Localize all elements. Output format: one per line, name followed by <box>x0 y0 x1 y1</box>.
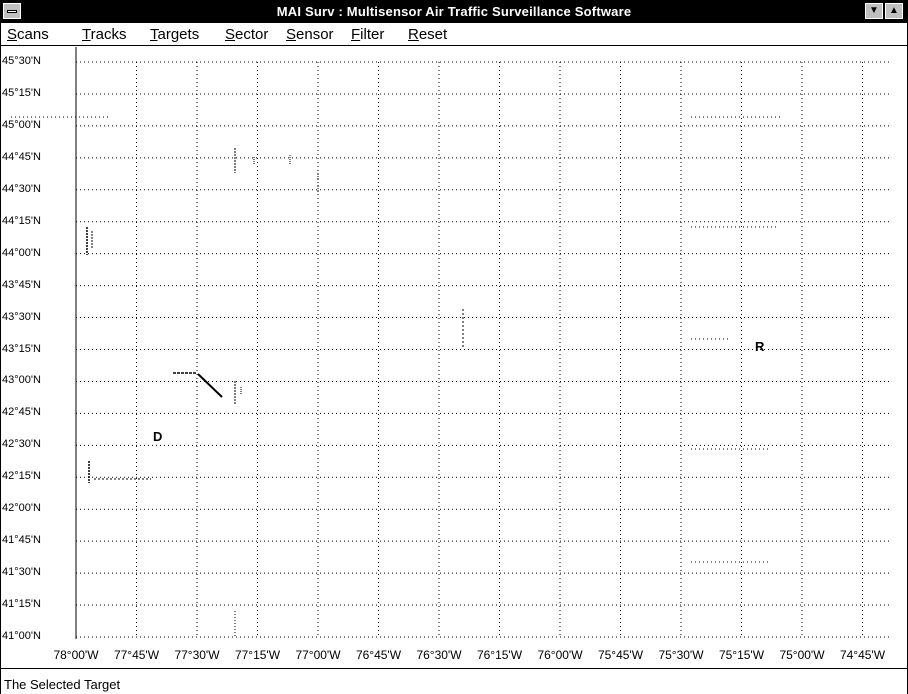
surveillance-map[interactable]: 45°30'N 45°15'N 45°00'N 44°45'N 44°30'N 44°15… <box>1 47 907 667</box>
lon-tick-label: 75°45'W <box>597 648 644 662</box>
system-menu-icon[interactable] <box>3 3 21 19</box>
lat-tick-label: 42°15'N <box>2 470 42 483</box>
menu-reset[interactable]: Reset <box>408 26 448 43</box>
maximize-icon: ▲ <box>889 5 899 16</box>
lat-tick-label: 44°45'N <box>2 150 42 163</box>
status-text: The Selected Target <box>4 677 121 692</box>
lon-tick-label: 75°00'W <box>779 648 825 662</box>
lat-tick-label: 43°45'N <box>2 278 42 291</box>
menu-sensor[interactable]: Sensor <box>286 26 334 43</box>
lat-tick-label: 45°30'N <box>2 55 42 67</box>
lat-tick-label: 41°15'N <box>2 598 42 611</box>
menu-bar: Scans Tracks Targets Sector Sensor Filte… <box>1 23 907 46</box>
lon-tick-label: 77°00'W <box>295 648 341 662</box>
lat-tick-label: 41°45'N <box>2 534 42 547</box>
lon-tick-label: 77°15'W <box>234 648 281 662</box>
menu-sector[interactable]: Sector <box>225 26 269 43</box>
lat-tick-label: 43°00'N <box>2 374 42 387</box>
lon-tick-label: 77°45'W <box>113 648 160 662</box>
menu-tracks[interactable]: Tracks <box>82 26 127 43</box>
lon-tick-label: 76°45'W <box>355 648 402 662</box>
lat-tick-label: 45°15'N <box>2 86 42 99</box>
lat-tick-label: 44°15'N <box>2 214 42 227</box>
lon-tick-label: 74°45'W <box>839 648 886 662</box>
track-segment <box>197 373 223 398</box>
menu-scans[interactable]: Scans <box>7 26 49 43</box>
lat-tick-label: 43°15'N <box>2 342 42 355</box>
lat-tick-label: 44°00'N <box>2 246 42 259</box>
lat-tick-label: 41°30'N <box>2 566 42 579</box>
title-bar[interactable]: MAI Surv : Multisensor Air Traffic Surve… <box>1 1 907 23</box>
menu-targets[interactable]: Targets <box>150 26 200 43</box>
map-grid <box>11 47 891 639</box>
menu-filter[interactable]: Filter <box>351 26 385 43</box>
minimize-button[interactable]: ▼ <box>865 3 883 19</box>
lat-tick-label: 44°30'N <box>2 182 42 195</box>
status-bar: The Selected Target <box>1 668 907 694</box>
lon-tick-label: 76°30'W <box>416 648 462 662</box>
lat-tick-label: 42°45'N <box>2 406 42 419</box>
lat-tick-label: 42°00'N <box>2 502 42 515</box>
lon-tick-label: 76°15'W <box>476 648 523 662</box>
minimize-icon: ▼ <box>869 5 879 16</box>
lon-tick-label: 76°00'W <box>537 648 583 662</box>
window-title: MAI Surv : Multisensor Air Traffic Surve… <box>276 4 632 19</box>
lon-tick-label: 75°30'W <box>658 648 704 662</box>
lat-tick-label: 45°00'N <box>2 118 42 131</box>
lon-tick-label: 78°00'W <box>53 648 99 662</box>
lat-tick-label: 42°30'N <box>2 438 42 451</box>
marker-r[interactable]: R <box>755 339 765 354</box>
marker-d[interactable]: D <box>153 429 163 444</box>
lat-tick-label: 43°30'N <box>2 310 42 323</box>
lon-tick-label: 77°30'W <box>174 648 220 662</box>
lon-tick-label: 75°15'W <box>718 648 765 662</box>
lat-tick-label: 41°00'N <box>2 630 42 642</box>
track-layer <box>11 116 781 637</box>
maximize-button[interactable]: ▲ <box>885 3 903 19</box>
